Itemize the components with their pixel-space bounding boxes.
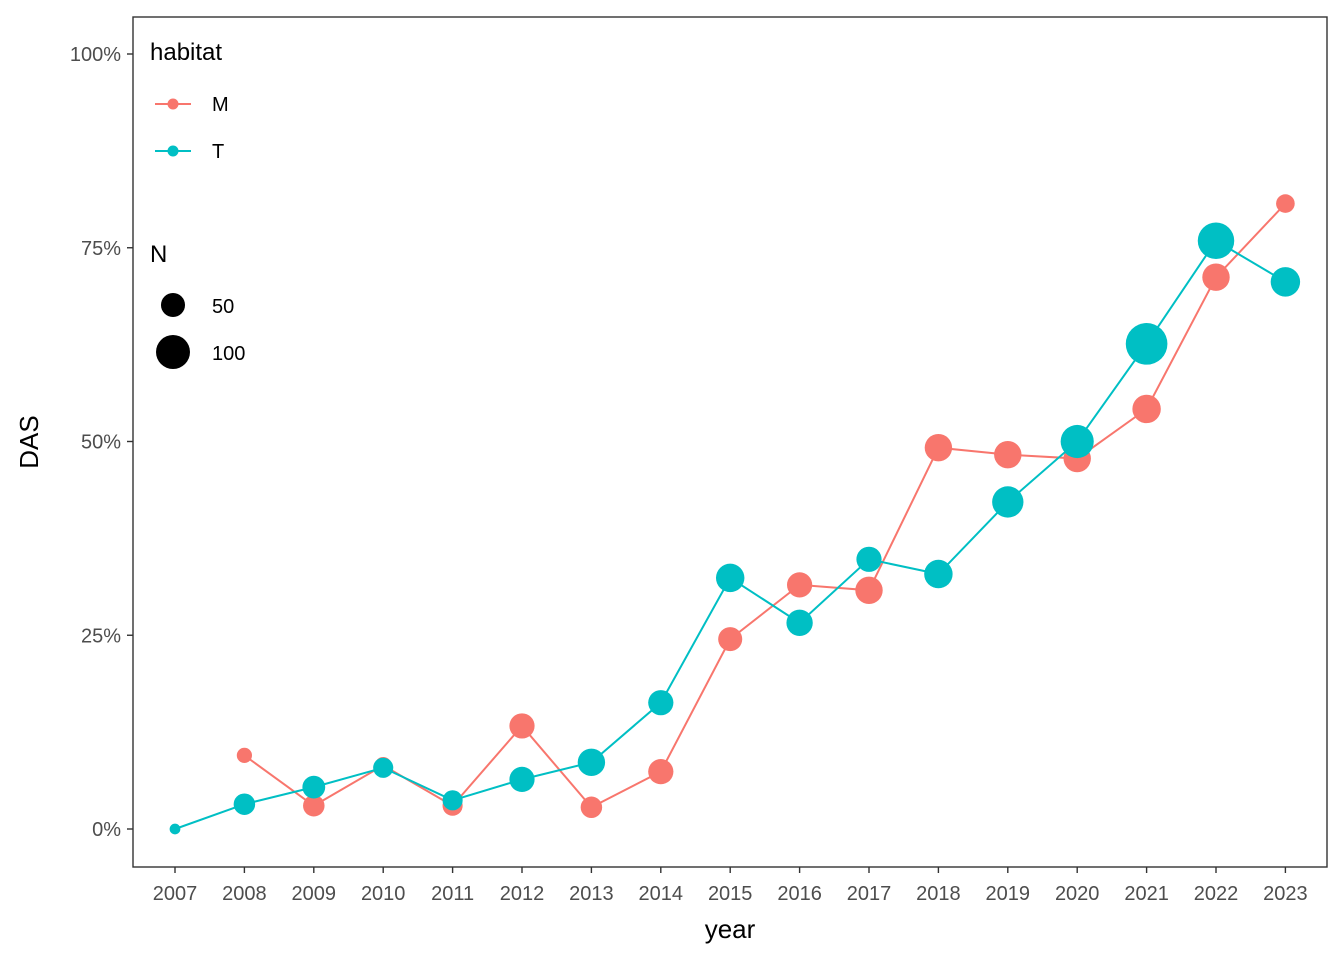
data-point-t-2013 <box>577 748 606 777</box>
data-point-t-2011 <box>442 790 463 811</box>
data-point-m-2023 <box>1276 194 1295 213</box>
color-legend-title: habitat <box>150 39 222 66</box>
y-tick-label: 50% <box>81 432 121 454</box>
size-legend-label-50: 50 <box>212 296 234 318</box>
data-point-m-2015 <box>718 627 743 652</box>
x-axis-title: year <box>705 914 756 944</box>
data-point-t-2008 <box>233 793 256 815</box>
size-legend-item-50: 50 <box>160 292 234 318</box>
legend-label-m: M <box>212 94 229 116</box>
data-point-t-2021 <box>1125 323 1168 365</box>
legend-label-t: T <box>212 141 224 163</box>
x-tick-label: 2023 <box>1263 883 1308 905</box>
legend-item-t: T <box>155 141 224 163</box>
data-point-m-2016 <box>786 572 813 598</box>
x-tick-label: 2011 <box>431 883 474 905</box>
x-tick-label: 2010 <box>361 883 406 905</box>
y-axis-title: DAS <box>14 415 44 468</box>
data-point-t-2009 <box>302 775 326 799</box>
x-tick-label: 2013 <box>569 883 614 905</box>
legend-key-dot-m <box>167 98 179 110</box>
data-point-m-2017 <box>855 576 883 605</box>
x-tick-label: 2022 <box>1194 883 1239 905</box>
data-point-t-2015 <box>715 563 745 593</box>
size-legend-title: N <box>150 241 167 268</box>
y-tick-label: 75% <box>81 238 121 260</box>
series-t <box>169 222 1301 835</box>
data-point-m-2012 <box>509 713 535 739</box>
x-tick-label: 2021 <box>1124 883 1169 905</box>
y-tick-label: 100% <box>70 44 121 66</box>
series-line-m <box>243 202 1287 809</box>
legend-item-m: M <box>155 94 229 116</box>
series-layer <box>169 194 1301 835</box>
data-point-t-2019 <box>992 486 1024 518</box>
size-legend-label-100: 100 <box>212 343 245 365</box>
data-point-t-2023 <box>1270 267 1301 297</box>
y-tick-label: 25% <box>81 625 121 647</box>
data-point-t-2017 <box>856 546 882 572</box>
x-tick-label: 2009 <box>292 883 337 905</box>
data-point-m-2013 <box>580 796 603 819</box>
data-point-t-2012 <box>509 766 535 793</box>
data-point-m-2022 <box>1202 263 1230 291</box>
y-axis: 0% 25% 50% 75% 100% <box>70 44 133 841</box>
x-tick-label: 2007 <box>153 883 198 905</box>
data-point-m-2009 <box>303 794 325 817</box>
x-tick-label: 2018 <box>916 883 961 905</box>
legend-key-dot-t <box>167 145 179 157</box>
size-legend-item-100: 100 <box>156 335 245 369</box>
data-point-t-2016 <box>786 609 813 637</box>
size-legend-dot-50 <box>160 292 186 318</box>
data-point-m-2019 <box>994 440 1022 469</box>
data-point-t-2007 <box>169 823 181 835</box>
y-tick-label: 0% <box>92 819 121 841</box>
data-point-t-2010 <box>373 757 394 778</box>
x-tick-label: 2015 <box>708 883 753 905</box>
data-point-t-2022 <box>1197 222 1235 260</box>
x-tick-label: 2019 <box>986 883 1031 905</box>
data-point-m-2014 <box>648 759 674 785</box>
x-tick-label: 2008 <box>222 883 267 905</box>
data-point-m-2018 <box>924 433 953 462</box>
x-tick-label: 2012 <box>500 883 545 905</box>
x-tick-label: 2017 <box>847 883 892 905</box>
data-point-t-2020 <box>1060 424 1094 459</box>
x-tick-label: 2016 <box>777 883 822 905</box>
data-point-m-2021 <box>1132 394 1161 424</box>
legend: habitat M T N 50 100 <box>150 39 245 369</box>
data-point-t-2014 <box>648 690 674 716</box>
x-tick-label: 2020 <box>1055 883 1100 905</box>
size-legend-dot-100 <box>156 335 190 369</box>
data-point-t-2018 <box>924 559 953 589</box>
x-axis: 2007 2008 2009 2010 2011 2012 2013 2014 2015 2016… <box>153 867 1308 905</box>
x-tick-label: 2014 <box>639 883 684 905</box>
data-point-m-2008 <box>236 747 253 763</box>
